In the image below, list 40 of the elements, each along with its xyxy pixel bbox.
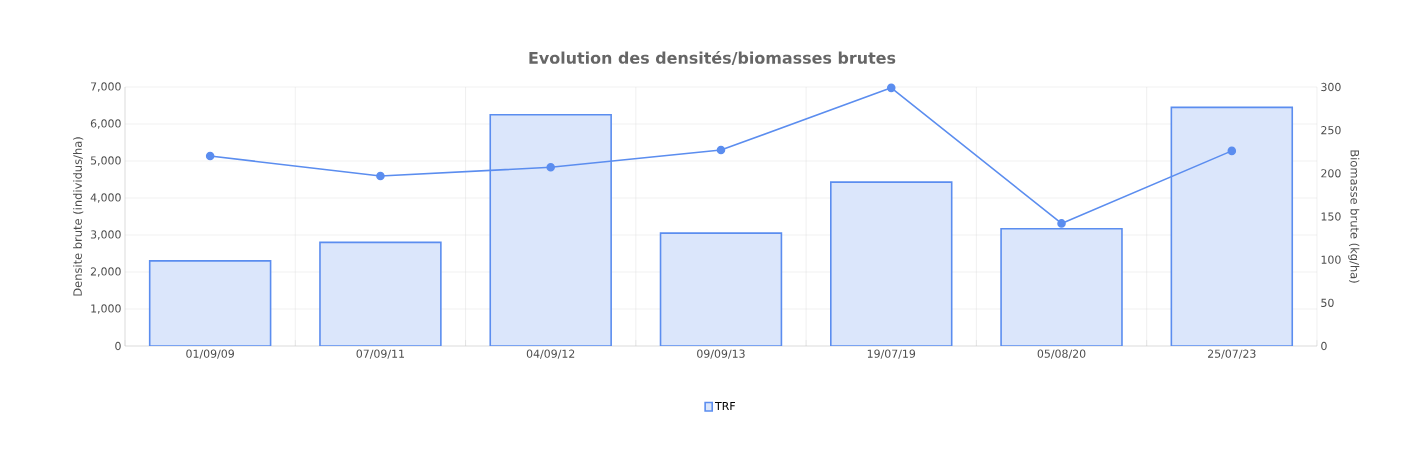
- y-tick-label: 2,000: [90, 267, 121, 277]
- bar: [319, 241, 442, 346]
- point: [546, 163, 555, 172]
- bar: [489, 113, 612, 346]
- y-tick-label: 0: [115, 341, 121, 351]
- x-tick-label: 05/08/20: [1037, 349, 1086, 359]
- bar: [830, 181, 953, 346]
- y2-tick-label: 100: [1321, 255, 1341, 264]
- y2-tick-label: 150: [1321, 212, 1341, 221]
- y-tick-label: 7,000: [91, 82, 121, 92]
- point: [886, 83, 896, 93]
- x-tick-label: 01/09/09: [186, 349, 234, 359]
- y-tick-label: 3,000: [90, 230, 121, 240]
- x-tick-label: 25/07/23: [1207, 349, 1256, 359]
- point: [1227, 146, 1237, 156]
- y-tick-label: 1,000: [91, 304, 121, 314]
- y2-tick-label: 50: [1321, 298, 1334, 307]
- y2-tick-label: 300: [1321, 82, 1341, 92]
- point: [1057, 219, 1066, 228]
- y2-tick-label: 200: [1321, 169, 1341, 178]
- legend-label: TRF: [714, 401, 735, 410]
- y2-tick-label: 0: [1321, 341, 1327, 351]
- y-tick-label: 5,000: [90, 156, 121, 166]
- y-tick-label: 4,000: [90, 193, 121, 203]
- x-tick-label: 04/09/12: [526, 349, 575, 359]
- x-tick-label: 09/09/13: [697, 349, 745, 359]
- point: [716, 145, 726, 155]
- bar: [148, 260, 272, 346]
- bar: [1170, 106, 1294, 346]
- bar: [1000, 227, 1123, 346]
- y2-tick-label: 250: [1321, 126, 1341, 135]
- y-axis-title: Densite brute (individus/ha): [73, 137, 84, 296]
- x-tick-label: 07/09/11: [356, 349, 404, 359]
- x-tick-label: 19/07/19: [867, 349, 916, 359]
- chart-title: Evolution des densités/biomasses brutes: [529, 50, 896, 66]
- y2-axis-title: Biomasse brute (kg/ha): [1348, 150, 1360, 283]
- bar: [659, 232, 783, 346]
- point: [205, 151, 215, 161]
- point: [376, 171, 385, 181]
- y-tick-label: 6,000: [90, 119, 121, 129]
